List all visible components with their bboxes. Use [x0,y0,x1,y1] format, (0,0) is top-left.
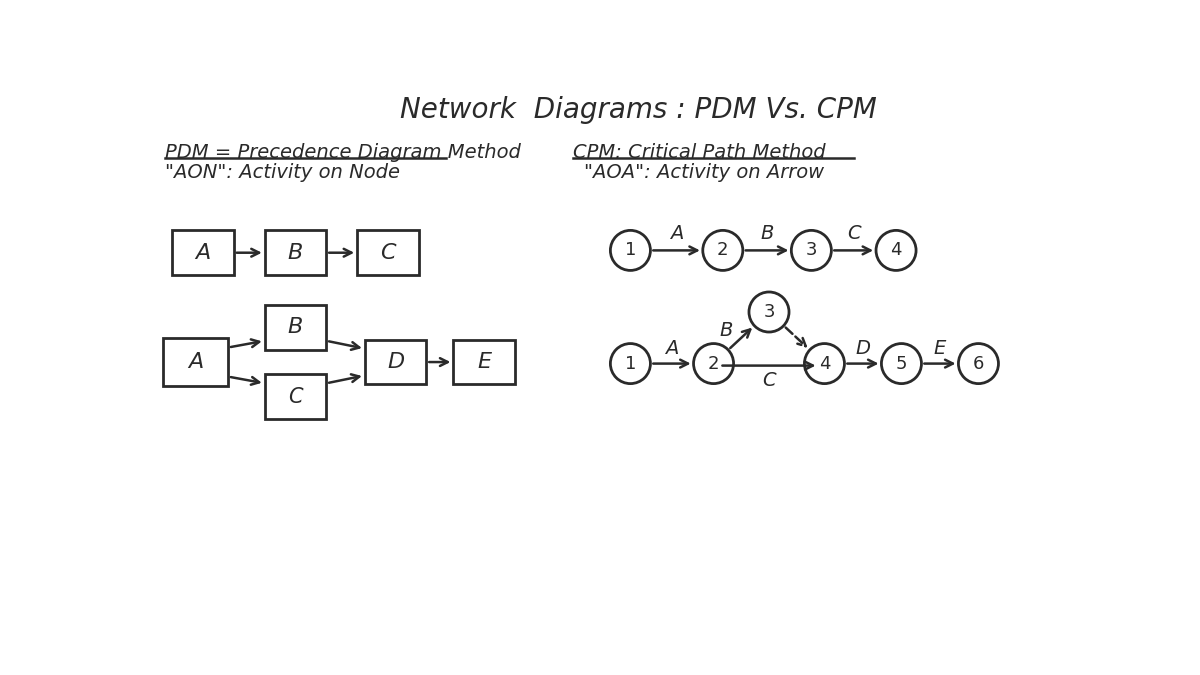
Circle shape [611,230,650,271]
Circle shape [959,344,998,383]
Text: A: A [187,352,203,372]
Text: B: B [288,243,304,263]
Text: B: B [761,224,774,243]
Text: 4: 4 [818,354,830,373]
Text: 3: 3 [805,242,817,259]
Text: 3: 3 [763,303,775,321]
Bar [265,305,326,350]
Circle shape [882,344,922,383]
Text: C: C [847,224,860,243]
Bar [358,230,419,275]
Circle shape [694,344,733,383]
Bar [265,230,326,275]
Text: C: C [380,243,396,263]
Bar [173,230,234,275]
Text: 5: 5 [895,354,907,373]
Bar [163,338,228,386]
Text: PDM = Precedence Diagram Method: PDM = Precedence Diagram Method [164,142,521,161]
Text: A: A [670,224,683,243]
Text: 6: 6 [973,354,984,373]
Text: B: B [719,321,732,340]
Text: 2: 2 [718,242,728,259]
Circle shape [703,230,743,271]
Text: B: B [288,317,304,338]
Text: "AOA": Activity on Arrow: "AOA": Activity on Arrow [584,163,824,182]
Circle shape [749,292,790,332]
Bar [265,375,326,419]
Circle shape [876,230,916,271]
Text: C: C [288,387,302,407]
Text: 1: 1 [625,242,636,259]
Text: E: E [478,352,491,372]
Text: A: A [196,243,211,263]
Text: 1: 1 [625,354,636,373]
Text: D: D [386,352,404,372]
Text: A: A [665,339,679,358]
Bar [454,340,515,384]
Circle shape [611,344,650,383]
Text: 4: 4 [890,242,902,259]
Circle shape [804,344,845,383]
Text: C: C [762,371,776,391]
Text: Network  Diagrams : PDM Vs. CPM: Network Diagrams : PDM Vs. CPM [400,97,876,124]
Bar [365,340,426,384]
Text: "AON": Activity on Node: "AON": Activity on Node [164,163,400,182]
Text: CPM: Critical Path Method: CPM: Critical Path Method [572,142,826,161]
Circle shape [791,230,832,271]
Text: 2: 2 [708,354,719,373]
Text: D: D [856,339,870,358]
Text: E: E [934,339,946,358]
